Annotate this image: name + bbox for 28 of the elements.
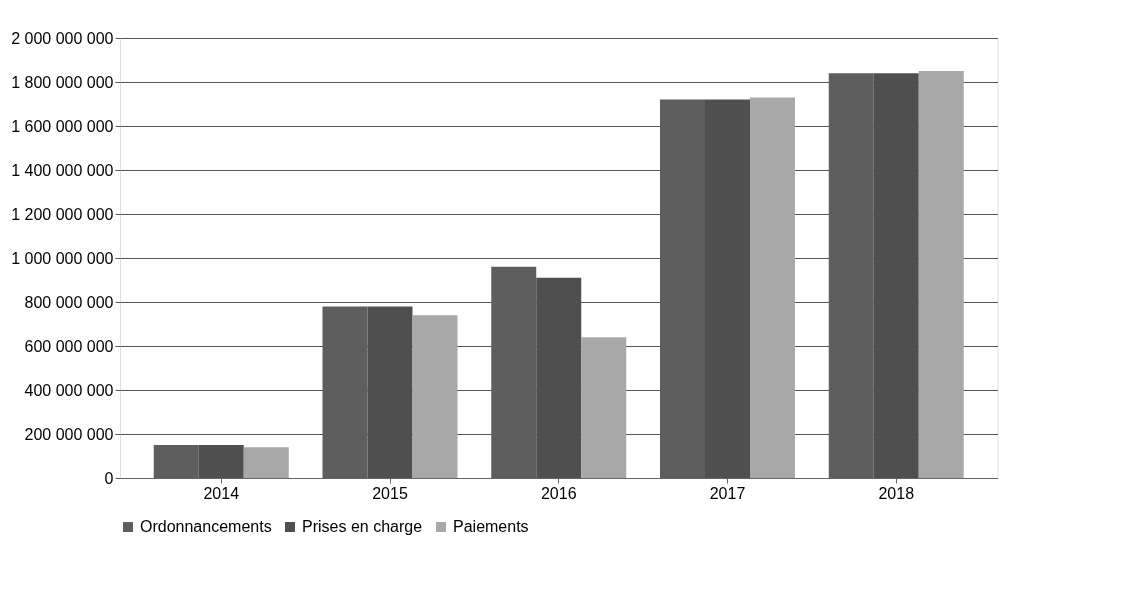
- x-tick-label: 2018: [878, 484, 915, 502]
- y-tick-label: 1 800 000 000: [11, 73, 114, 91]
- y-tick-label: 1 000 000 000: [11, 249, 114, 267]
- x-tick-label: 2016: [540, 484, 577, 502]
- y-tick-label: 1 400 000 000: [11, 161, 114, 179]
- legend-label: Ordonnancements: [140, 518, 272, 535]
- x-tick-label: 2015: [372, 484, 408, 502]
- bar: [412, 315, 458, 478]
- legend-label: Paiements: [453, 518, 529, 535]
- bar: [367, 306, 413, 478]
- bar: [705, 99, 750, 478]
- bar: [750, 97, 795, 478]
- y-tick-label: 600 000 000: [24, 337, 114, 355]
- x-tick-label: 2017: [709, 484, 746, 502]
- bar: [581, 337, 627, 478]
- y-tick-label: 200 000 000: [24, 425, 114, 443]
- bar: [243, 447, 289, 478]
- y-tick-label: 1 600 000 000: [11, 117, 114, 135]
- y-tick-label: 400 000 000: [24, 381, 114, 399]
- y-tick-label: 1 200 000 000: [11, 205, 114, 223]
- y-tick-label: 800 000 000: [24, 293, 114, 311]
- bar: [198, 445, 244, 478]
- y-tick-label: 2 000 000 000: [11, 29, 114, 47]
- legend-label: Prises en charge: [302, 518, 423, 535]
- bar: [873, 73, 919, 478]
- x-tick-label: 2014: [203, 484, 240, 502]
- y-tick-label: 0: [104, 469, 114, 487]
- bar: [918, 71, 964, 478]
